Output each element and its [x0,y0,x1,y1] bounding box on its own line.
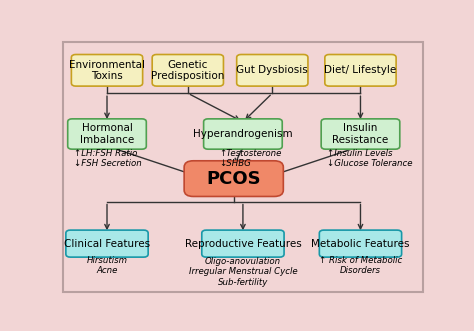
Text: Hyperandrogenism: Hyperandrogenism [193,129,293,139]
FancyBboxPatch shape [72,55,143,86]
Text: ↑Testosterone
↓SHBG: ↑Testosterone ↓SHBG [219,149,282,168]
FancyBboxPatch shape [63,42,423,292]
Text: ↑ Risk of Metabolic
Disorders: ↑ Risk of Metabolic Disorders [319,256,402,275]
Text: Oligo-anovulation
Irregular Menstrual Cycle
Sub-fertility: Oligo-anovulation Irregular Menstrual Cy… [189,257,297,287]
FancyBboxPatch shape [325,55,396,86]
Text: Clinical Features: Clinical Features [64,239,150,249]
FancyBboxPatch shape [184,161,283,197]
Text: Gut Dysbiosis: Gut Dysbiosis [237,65,308,75]
Text: Metabolic Features: Metabolic Features [311,239,410,249]
Text: Genetic
Predisposition: Genetic Predisposition [151,60,225,81]
FancyBboxPatch shape [202,230,284,257]
FancyBboxPatch shape [321,119,400,149]
FancyBboxPatch shape [68,119,146,149]
FancyBboxPatch shape [319,230,401,257]
Text: Reproductive Features: Reproductive Features [184,239,301,249]
Text: ↑LH:FSH Ratio
↓FSH Secretion: ↑LH:FSH Ratio ↓FSH Secretion [74,149,142,168]
Text: Diet/ Lifestyle: Diet/ Lifestyle [324,65,397,75]
FancyBboxPatch shape [66,230,148,257]
Text: Insulin
Resistance: Insulin Resistance [332,123,389,145]
Text: Hormonal
Imbalance: Hormonal Imbalance [80,123,134,145]
FancyBboxPatch shape [152,55,223,86]
FancyBboxPatch shape [204,119,282,149]
Text: Hirsutism
Acne: Hirsutism Acne [87,256,128,275]
Text: ↑Insulin Levels
↓Glucose Tolerance: ↑Insulin Levels ↓Glucose Tolerance [328,149,413,168]
Text: Environmental
Toxins: Environmental Toxins [69,60,145,81]
FancyBboxPatch shape [237,55,308,86]
Text: PCOS: PCOS [207,169,261,188]
